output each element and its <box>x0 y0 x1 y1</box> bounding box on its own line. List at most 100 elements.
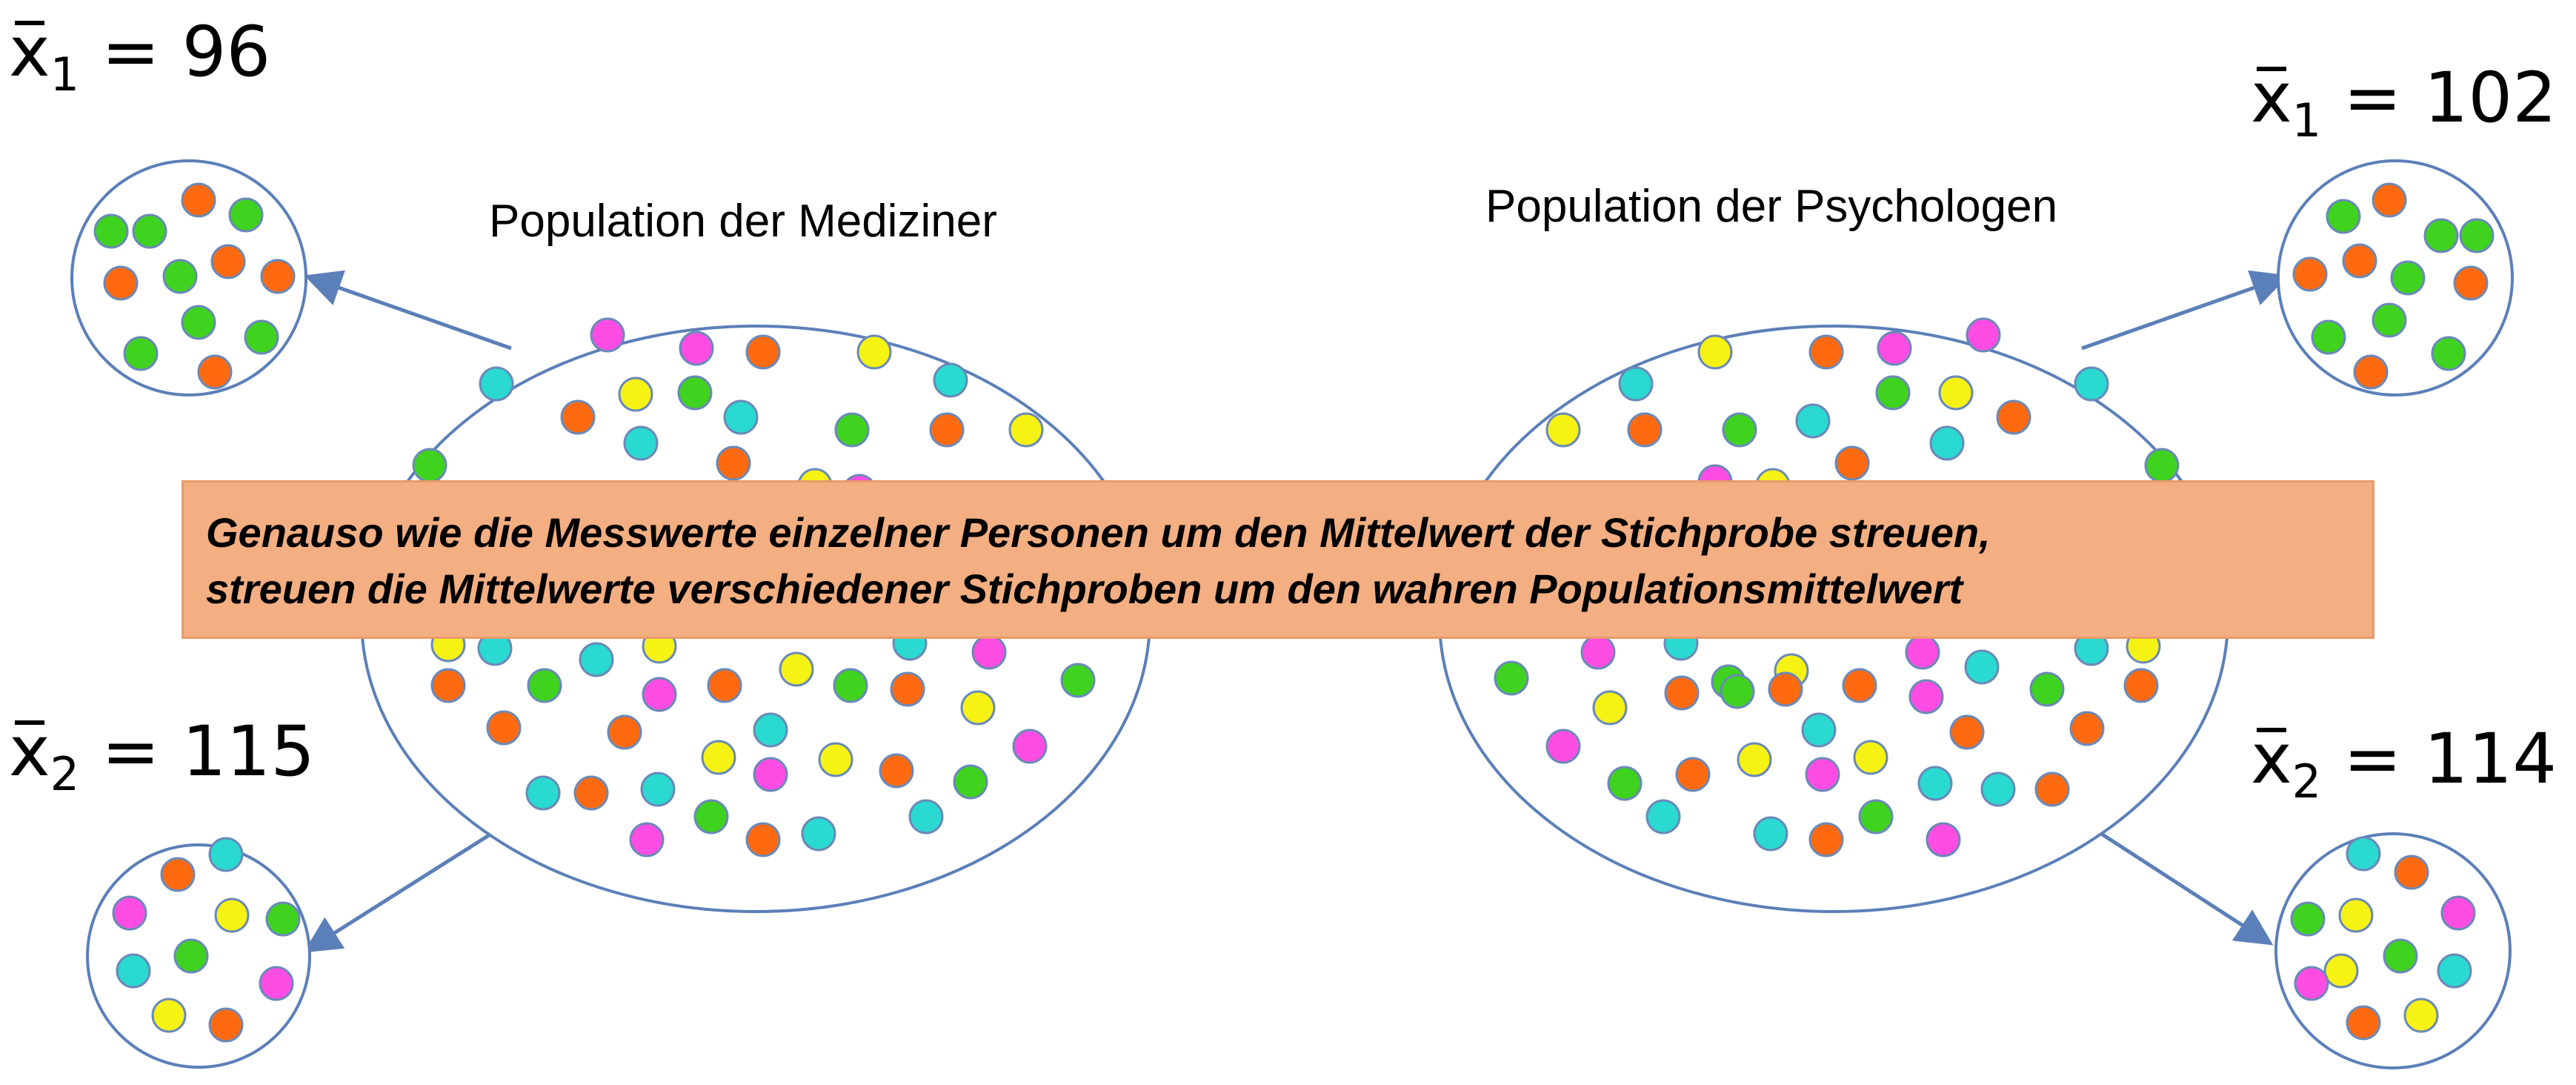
person-dot <box>1768 671 1803 707</box>
person-dot <box>701 740 736 775</box>
person-dot <box>162 259 198 294</box>
person-dot <box>801 816 836 852</box>
person-dot <box>208 837 244 872</box>
person-dot <box>1545 729 1581 764</box>
person-dot <box>2290 901 2326 937</box>
person-dot <box>1917 766 1953 801</box>
person-dot <box>1008 412 1044 448</box>
person-dot <box>412 448 447 483</box>
sample-mean-label-left-bottom: x2 = 115 <box>9 717 315 797</box>
person-dot <box>210 244 246 279</box>
arrow-right-bottom <box>2080 819 2274 946</box>
person-dot <box>960 690 996 726</box>
person-dot <box>1949 714 1985 750</box>
person-dot <box>716 445 751 481</box>
sample-mean-label-right-bottom: x2 = 114 <box>2251 725 2557 805</box>
person-dot <box>579 642 614 677</box>
person-dot <box>779 651 814 687</box>
person-dot <box>527 668 562 703</box>
person-dot <box>953 764 988 800</box>
person-dot <box>929 412 965 448</box>
person-dot <box>856 334 892 370</box>
subscript: 2 <box>50 747 80 801</box>
person-dot <box>2346 836 2381 872</box>
arrow-right-top <box>2081 270 2289 351</box>
person-dot <box>1664 675 1700 711</box>
person-dot <box>265 901 301 937</box>
person-dot <box>573 775 609 811</box>
person-dot <box>890 671 925 707</box>
person-dot <box>1645 799 1681 835</box>
population-title-psychologen: Population der Psychologen <box>1485 181 2058 232</box>
sample-mean-label-right-top: x1 = 102 <box>2251 64 2557 144</box>
person-dot <box>1964 649 2000 685</box>
person-dot <box>2390 260 2426 296</box>
person-dot <box>197 354 233 390</box>
person-dot <box>629 822 665 857</box>
person-dot <box>745 822 781 857</box>
xbar-symbol: x <box>2251 719 2292 800</box>
person-dot <box>1722 412 1757 448</box>
person-dot <box>1834 445 1870 481</box>
person-dot <box>618 376 653 412</box>
person-dot <box>2294 966 2329 1001</box>
person-dot <box>181 182 216 218</box>
person-dot <box>1675 757 1711 792</box>
person-dot <box>259 966 294 1001</box>
person-dot <box>2034 772 2070 807</box>
person-dot <box>160 857 196 892</box>
person-dot <box>1877 331 1912 366</box>
banner-line-2: streuen die Mittelwerte verschiedener St… <box>206 565 1963 612</box>
person-dot <box>642 677 677 712</box>
person-dot <box>181 305 216 340</box>
person-dot <box>2437 953 2472 989</box>
person-dot <box>123 336 159 371</box>
person-dot <box>2383 938 2418 974</box>
person-dot <box>1720 674 1755 709</box>
person-dot <box>228 197 264 233</box>
mean-value: = 102 <box>2343 58 2557 139</box>
subscript: 2 <box>2292 754 2322 809</box>
person-dot <box>753 757 788 792</box>
person-dot <box>244 319 279 355</box>
person-dot <box>623 425 659 461</box>
mean-value: = 114 <box>2343 719 2557 800</box>
person-dot <box>1592 690 1628 726</box>
person-dot <box>2372 302 2407 338</box>
banner-line-1: Genauso wie die Messwerte einzelner Pers… <box>206 509 1991 556</box>
person-dot <box>2353 354 2389 390</box>
person-dot <box>879 753 914 789</box>
person-dot <box>640 772 676 807</box>
person-dot <box>2394 855 2429 890</box>
person-dot <box>2459 218 2495 253</box>
person-dot <box>1842 668 1877 703</box>
person-dot <box>679 331 714 366</box>
person-dot <box>112 895 147 931</box>
person-dot <box>1618 366 1654 402</box>
mean-value: = 115 <box>101 711 316 792</box>
explanation-banner: Genauso wie die Messwerte einzelner Pers… <box>182 480 2374 639</box>
person-dot <box>2423 218 2459 253</box>
person-dot <box>707 668 742 703</box>
person-dot <box>1494 660 1529 696</box>
person-dot <box>607 714 642 750</box>
subscript: 1 <box>2292 93 2322 147</box>
person-dot <box>2342 243 2377 279</box>
person-dot <box>93 213 129 249</box>
person-dot <box>753 712 788 748</box>
person-dot <box>1627 412 1663 448</box>
subscript: 1 <box>50 47 80 102</box>
person-dot <box>1012 729 1048 764</box>
person-dot <box>1805 757 1840 792</box>
person-dot <box>693 799 729 835</box>
person-dot <box>1908 679 1944 714</box>
dots-layer <box>93 182 2495 1043</box>
xbar-symbol: x <box>9 12 50 93</box>
person-dot <box>1545 412 1581 448</box>
person-dot <box>214 897 250 933</box>
person-dot <box>745 334 781 370</box>
person-dot <box>208 1007 244 1043</box>
person-dot <box>834 412 870 448</box>
person-dot <box>2372 182 2407 218</box>
